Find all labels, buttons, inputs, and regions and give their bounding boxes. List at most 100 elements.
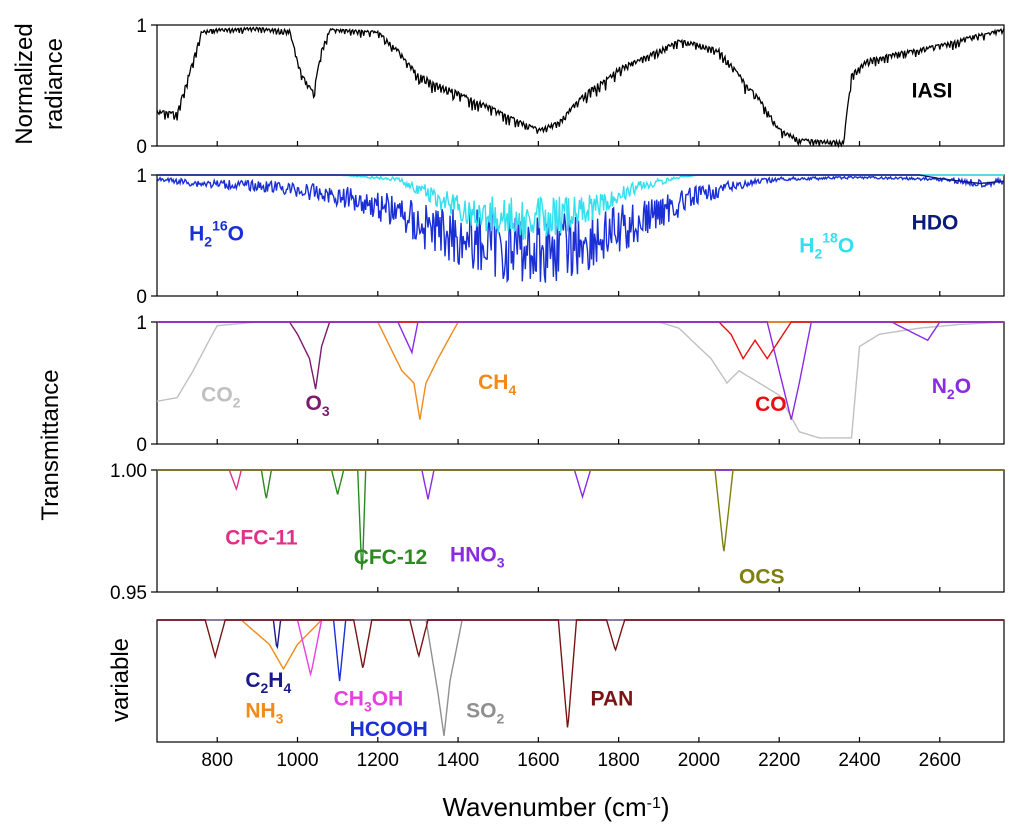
- series-line-hno3: [157, 469, 1004, 500]
- species-label-main: HCOOH: [350, 718, 428, 741]
- x-tick-label: 2000: [678, 750, 720, 771]
- species-label: H216O: [189, 217, 244, 249]
- species-label-main: CO: [755, 393, 787, 416]
- series-line-co2: [156, 321, 1005, 439]
- series-line-iasi: [156, 26, 1005, 149]
- species-label: CH3OH: [334, 687, 404, 714]
- series-line-h218o: [157, 174, 1004, 240]
- species-label-main: HNO: [450, 544, 497, 567]
- series-line-ch3oh: [157, 619, 1004, 677]
- species-label: CFC-12: [354, 546, 428, 569]
- x-tick-label: 1200: [357, 750, 399, 771]
- series-line-hcooh: [157, 619, 1004, 682]
- series-line-h216o: [156, 175, 1005, 284]
- species-label-subscript: 2: [260, 680, 268, 696]
- y-tick-label: 1: [136, 166, 147, 187]
- species-label-subscript: 3: [276, 711, 284, 727]
- species-label: IASI: [912, 80, 953, 103]
- species-label: N2O: [932, 375, 971, 402]
- x-axis-label-exponent: -1: [647, 795, 661, 812]
- y-axis-label-variable: variable: [107, 638, 134, 722]
- species-label-main: H: [189, 222, 204, 245]
- species-label: NH3: [245, 700, 283, 727]
- series-layer: [156, 26, 1005, 736]
- species-label-subscript: 3: [497, 555, 505, 571]
- species-label-main: IASI: [912, 80, 953, 103]
- species-label-main: CO: [201, 383, 233, 406]
- species-label: HDO: [912, 211, 959, 234]
- x-tick-label: 1600: [517, 750, 559, 771]
- series-line-hdo: [157, 174, 1005, 185]
- species-label: CO2: [201, 383, 241, 410]
- x-axis-label-close: ): [661, 792, 670, 822]
- series-line-ch4: [157, 321, 1004, 420]
- series-line-so2: [157, 619, 1004, 736]
- y-tick-label: 0.95: [110, 583, 147, 604]
- species-label: OCS: [739, 565, 785, 588]
- species-label: PAN: [591, 687, 634, 710]
- x-axis-label-main: Wavenumber (cm: [442, 792, 646, 822]
- x-tick-label: 800: [201, 750, 233, 771]
- species-label-subscript: 3: [322, 403, 330, 419]
- species-label-tail: O: [955, 375, 971, 398]
- species-label-main: CFC-11: [225, 526, 298, 549]
- species-label-subscript: 4: [508, 382, 516, 398]
- species-label-main: O: [306, 392, 322, 415]
- species-label: CO: [755, 393, 787, 416]
- species-label-superscript: 16: [212, 217, 228, 233]
- species-label: HCOOH: [350, 718, 428, 741]
- series-line-cfc-11: [157, 469, 1004, 492]
- species-label-main: C: [245, 669, 260, 692]
- species-label-main: N: [932, 375, 947, 398]
- y-tick-label: 0: [136, 287, 147, 308]
- panel-frame-1: [156, 24, 1005, 147]
- species-label-main: CH: [334, 687, 364, 710]
- x-tick-label: 1400: [437, 750, 479, 771]
- species-label-subscript: 2: [947, 386, 955, 402]
- y-axis-label-transmittance: Transmittance: [37, 369, 64, 520]
- y-axis-label-radiance: radiance: [41, 38, 68, 130]
- y-tick-label: 0: [136, 137, 147, 158]
- species-label-main: SO: [466, 700, 496, 723]
- y-tick-label: 1: [136, 313, 147, 334]
- species-label: H218O: [799, 229, 854, 261]
- species-label-main: NH: [245, 700, 275, 723]
- species-label-subscript: 3: [364, 698, 372, 714]
- species-label: HNO3: [450, 544, 505, 571]
- y-tick-label: 1.00: [110, 461, 147, 482]
- x-tick-label: 1800: [597, 750, 639, 771]
- species-label-main: CFC-12: [354, 546, 428, 569]
- species-label: O3: [306, 392, 330, 419]
- series-line-n2o: [157, 321, 1004, 420]
- x-tick-label: 1000: [276, 750, 318, 771]
- axes-layer: 1 0 1 0 1 0 1.00 0.95 800 1000 1200 1400 1600 1800 200…: [110, 16, 1005, 771]
- species-label: SO2: [466, 700, 504, 727]
- species-label: CH4: [478, 371, 516, 398]
- species-label-subscript: 4: [283, 680, 291, 696]
- series-line-cfc-12: [157, 469, 1004, 570]
- series-line-pan: [157, 619, 1004, 728]
- species-label-superscript: 18: [822, 229, 838, 245]
- species-label: CFC-11: [225, 526, 298, 549]
- y-axis-label-normalized: Normalized: [11, 23, 38, 144]
- series-line-o3: [157, 321, 1004, 390]
- x-tick-label: 2600: [919, 750, 961, 771]
- species-label-subscript: 2: [204, 233, 212, 249]
- x-tick-label: 2200: [758, 750, 800, 771]
- series-line-nh3: [157, 619, 1004, 671]
- species-label-subscript: 2: [233, 394, 241, 410]
- series-line-ocs: [157, 469, 1004, 552]
- species-label-tail: O: [228, 222, 244, 245]
- species-label-main: PAN: [591, 687, 634, 710]
- species-label-subscript: 2: [814, 245, 822, 261]
- species-label: C2H4: [245, 669, 291, 696]
- x-tick-label: 2400: [838, 750, 880, 771]
- panel-frame-3: [156, 321, 1005, 445]
- y-tick-label: 1: [136, 16, 147, 37]
- species-label-main: OCS: [739, 565, 785, 588]
- species-label-main: H: [799, 234, 814, 257]
- y-tick-label: 0: [136, 435, 147, 456]
- x-axis-label: Wavenumber (cm-1): [442, 792, 669, 822]
- species-label-main: CH: [478, 371, 508, 394]
